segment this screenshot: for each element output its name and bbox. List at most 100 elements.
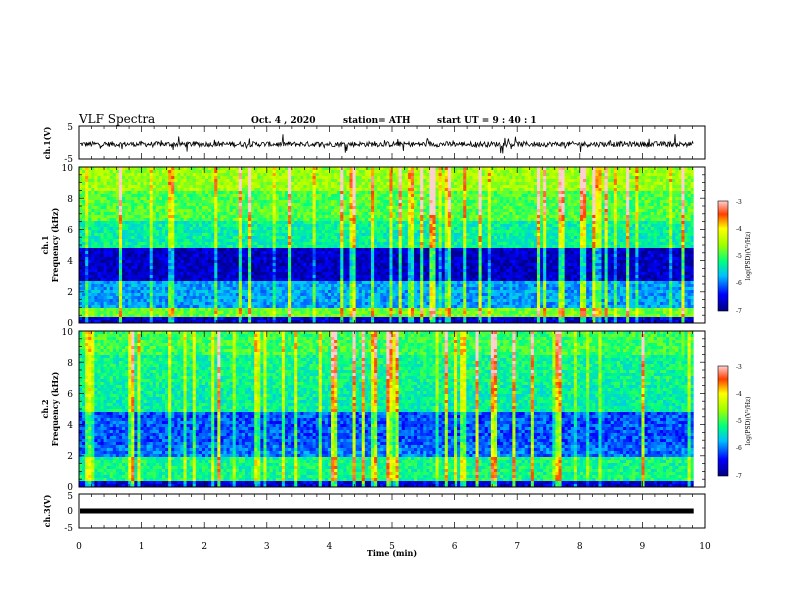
- spectrogram-cell: [656, 182, 661, 186]
- spectrogram-cell: [297, 233, 301, 237]
- spectrogram-cell: [223, 176, 227, 180]
- spectrogram-cell: [555, 203, 559, 207]
- spectrogram-cell: [484, 182, 489, 186]
- spectrogram-cell: [137, 230, 141, 234]
- spectrogram-cell: [100, 218, 104, 222]
- spectrogram-cell: [275, 218, 280, 222]
- spectrogram-cell: [346, 167, 350, 171]
- spectrogram-cell: [493, 218, 498, 222]
- spectrogram-cell: [429, 206, 433, 210]
- spectrogram-cell: [377, 239, 381, 243]
- spectrogram-cell: [340, 215, 344, 219]
- spectrogram-cell: [650, 227, 655, 231]
- spectrogram-cell: [355, 182, 360, 186]
- spectrogram-cell: [644, 230, 649, 234]
- spectrogram-cell: [429, 209, 433, 213]
- spectrogram-cell: [432, 236, 436, 240]
- spectrogram-cell: [195, 191, 200, 195]
- spectrogram-cell: [521, 188, 526, 192]
- spectrogram-cell: [288, 212, 292, 216]
- spectrogram-cell: [94, 167, 98, 171]
- spectrogram-cell: [555, 197, 559, 201]
- spectrogram-cell: [140, 188, 144, 192]
- spectrogram-cell: [288, 194, 292, 198]
- spectrogram-cell: [275, 221, 280, 225]
- spectrogram-cell: [672, 167, 676, 171]
- spectrogram-cell: [429, 221, 433, 225]
- spectrogram-cell: [306, 227, 310, 231]
- spectrogram-cell: [324, 206, 329, 210]
- spectrogram-cell: [404, 167, 409, 171]
- spectrogram-cell: [355, 221, 360, 225]
- spectrogram-cell: [232, 194, 237, 198]
- spectrogram-cell: [303, 179, 307, 183]
- spectrogram-cell: [380, 200, 384, 204]
- spectrogram-cell: [125, 230, 129, 234]
- spectrogram-cell: [220, 212, 224, 216]
- spectrogram-cell: [601, 188, 605, 192]
- spectrogram-cell: [487, 167, 492, 171]
- spectrogram-cell: [367, 230, 372, 234]
- spectrogram-cell: [343, 215, 347, 219]
- spectrogram-cell: [306, 188, 310, 192]
- spectrogram-cell: [426, 185, 430, 189]
- spectrogram-cell: [690, 179, 695, 183]
- spectrogram-cell: [281, 206, 286, 210]
- spectrogram-cell: [125, 185, 129, 189]
- spectrogram-cell: [309, 191, 313, 195]
- spectrogram-cell: [241, 221, 246, 225]
- spectrogram-cell: [125, 239, 129, 243]
- spectrogram-cell: [251, 212, 255, 216]
- spectrogram-cell: [469, 197, 473, 201]
- spectrogram-cell: [558, 218, 562, 222]
- spectrogram-cell: [632, 218, 636, 222]
- spectrogram-cell: [429, 167, 433, 171]
- spectrogram-cell: [134, 200, 138, 204]
- spectrogram-cell: [647, 176, 652, 180]
- spectrogram-cell: [137, 227, 141, 231]
- spectrogram-cell: [315, 227, 320, 231]
- spectrogram-cell: [244, 185, 249, 189]
- spectrogram-cell: [536, 230, 541, 234]
- spectrogram-cell: [300, 203, 304, 207]
- spectrogram-cell: [244, 227, 249, 231]
- spectrogram-cell: [352, 203, 357, 207]
- spectrogram-cell: [205, 230, 209, 234]
- spectrogram-cell: [128, 167, 132, 171]
- spectrogram-cell: [223, 167, 227, 171]
- spectrogram-cell: [232, 197, 237, 201]
- spectrogram-cell: [294, 191, 298, 195]
- spectrogram-cell: [306, 170, 310, 174]
- spectrogram-cell: [94, 233, 98, 237]
- spectrogram-cell: [186, 215, 191, 219]
- spectrogram-cell: [355, 227, 360, 231]
- spectrogram-cell: [450, 167, 455, 171]
- spectrogram-cell: [687, 224, 692, 228]
- spectrogram-cell: [395, 167, 400, 171]
- spectrogram-cell: [500, 191, 504, 195]
- spectrogram-cell: [527, 170, 532, 174]
- spectrogram-cell: [355, 173, 360, 177]
- spectrogram-cell: [521, 209, 526, 213]
- spectrogram-cell: [161, 212, 166, 216]
- spectrogram-cell: [79, 182, 83, 186]
- spectrogram-cell: [269, 215, 274, 219]
- spectrogram-cell: [260, 188, 264, 192]
- spectrogram-cell: [349, 173, 353, 177]
- spectrogram-cell: [171, 233, 175, 237]
- spectrogram-cell: [340, 176, 344, 180]
- spectrogram-cell: [309, 173, 313, 177]
- spectrogram-cell: [453, 191, 458, 195]
- spectrogram-cell: [337, 206, 341, 210]
- spectrogram-cell: [165, 170, 169, 174]
- spectrogram-cell: [226, 230, 231, 234]
- spectrogram-cell: [386, 233, 390, 237]
- spectrogram-cell: [321, 203, 326, 207]
- spectrogram-cell: [85, 206, 89, 210]
- spectrogram-cell: [122, 197, 126, 201]
- spectrogram-cell: [361, 173, 366, 177]
- spectrogram-cell: [398, 188, 403, 192]
- spectrogram-cell: [125, 227, 129, 231]
- spectrogram-cell: [420, 221, 424, 225]
- spectrogram-cell: [675, 167, 679, 171]
